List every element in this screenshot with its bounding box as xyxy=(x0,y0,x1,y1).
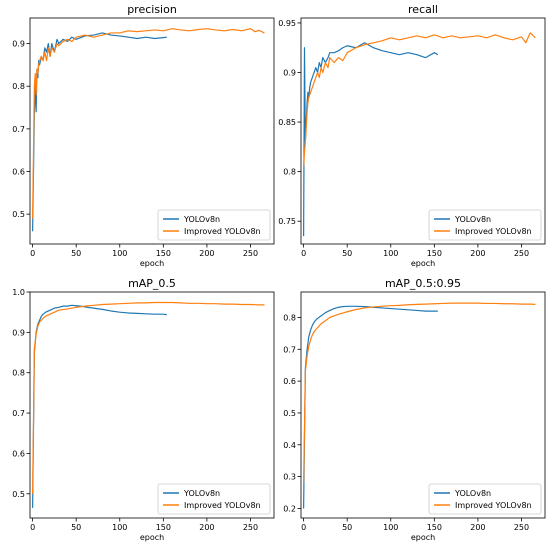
x-tick-label: 100 xyxy=(383,249,398,258)
legend-label: Improved YOLOv8n xyxy=(455,501,532,510)
legend-label: YOLOv8n xyxy=(183,489,220,498)
y-tick-label: 0.8 xyxy=(12,369,25,378)
y-tick-label: 0.6 xyxy=(12,449,25,458)
y-tick-label: 0.2 xyxy=(283,504,296,513)
plot-frame xyxy=(300,291,546,519)
x-tick-label: 100 xyxy=(112,523,127,532)
x-tick-label: 150 xyxy=(427,249,442,258)
legend: YOLOv8n Improved YOLOv8n xyxy=(428,209,542,241)
series-line-yolov8n xyxy=(303,42,439,237)
x-tick-label: 100 xyxy=(383,523,398,532)
x-tick-label: 200 xyxy=(470,249,485,258)
series-line-improved-yolov8n xyxy=(303,32,536,167)
legend: YOLOv8n Improved YOLOv8n xyxy=(428,483,542,515)
x-tick-label: 200 xyxy=(199,249,214,258)
y-tick-label: 0.4 xyxy=(283,441,296,450)
y-tick-label: 0.8 xyxy=(283,313,296,322)
x-tick-label: 250 xyxy=(514,249,529,258)
y-tick-label: 1.0 xyxy=(12,288,25,297)
legend-box xyxy=(428,209,542,241)
x-tick-label: 250 xyxy=(514,523,529,532)
plot-frame xyxy=(29,17,275,245)
y-tick-label: 0.5 xyxy=(12,490,25,499)
chart-title: mAP_0.5 xyxy=(128,277,176,290)
legend-box xyxy=(428,483,542,515)
x-tick-label: 50 xyxy=(342,249,352,258)
legend-label: Improved YOLOv8n xyxy=(455,227,532,236)
x-tick-label: 250 xyxy=(243,523,258,532)
chart-panel-3: mAP_0.5:0.95 0 50 100 150 200 250 0.2 0.3 0.4 0.5 0… xyxy=(283,277,546,542)
x-tick-label: 0 xyxy=(30,249,35,258)
y-tick-label: 0.95 xyxy=(278,19,296,28)
x-tick-label: 0 xyxy=(301,249,306,258)
y-tick-label: 0.9 xyxy=(283,69,296,78)
x-tick-label: 50 xyxy=(71,523,81,532)
x-tick-label: 50 xyxy=(342,523,352,532)
y-tick-label: 0.5 xyxy=(283,409,296,418)
y-tick-label: 0.8 xyxy=(12,82,25,91)
x-tick-label: 50 xyxy=(71,249,81,258)
legend-label: Improved YOLOv8n xyxy=(184,227,261,236)
chart-panel-0: precision 0 50 100 150 200 250 0.5 0.6 0.7 0.8 0.9 e… xyxy=(12,3,275,268)
x-axis-label: epoch xyxy=(140,533,164,542)
y-tick-label: 0.3 xyxy=(283,473,296,482)
x-tick-label: 200 xyxy=(470,523,485,532)
y-tick-label: 0.75 xyxy=(278,217,296,226)
legend-label: YOLOv8n xyxy=(454,215,491,224)
x-tick-label: 100 xyxy=(112,249,127,258)
x-tick-label: 0 xyxy=(30,523,35,532)
plot-frame xyxy=(29,291,275,519)
y-tick-label: 0.7 xyxy=(12,125,25,134)
y-tick-label: 0.7 xyxy=(283,345,296,354)
y-tick-label: 0.9 xyxy=(12,40,25,49)
series-line-yolov8n xyxy=(32,304,167,508)
chart-panel-1: recall 0 50 100 150 200 250 0.75 0.8 0.85 0.9 0.95 e… xyxy=(278,3,546,268)
series-line-improved-yolov8n xyxy=(32,301,265,494)
x-tick-label: 150 xyxy=(156,249,171,258)
y-tick-label: 0.6 xyxy=(283,377,296,386)
x-axis-label: epoch xyxy=(411,533,435,542)
chart-title: mAP_0.5:0.95 xyxy=(385,277,461,290)
legend: YOLOv8n Improved YOLOv8n xyxy=(157,483,271,515)
x-tick-label: 250 xyxy=(243,249,258,258)
y-tick-label: 0.85 xyxy=(278,118,296,127)
chart-title: precision xyxy=(127,3,177,16)
y-tick-label: 0.6 xyxy=(12,168,25,177)
y-tick-label: 0.7 xyxy=(12,409,25,418)
series-line-yolov8n xyxy=(303,305,438,509)
legend-box xyxy=(157,209,271,241)
x-axis-label: epoch xyxy=(140,259,164,268)
x-axis-label: epoch xyxy=(411,259,435,268)
series-line-improved-yolov8n xyxy=(303,302,536,483)
legend: YOLOv8n Improved YOLOv8n xyxy=(157,209,271,241)
y-tick-label: 0.8 xyxy=(283,168,296,177)
legend-label: YOLOv8n xyxy=(454,489,491,498)
x-tick-label: 150 xyxy=(427,523,442,532)
x-tick-label: 150 xyxy=(156,523,171,532)
x-tick-label: 200 xyxy=(199,523,214,532)
y-tick-label: 0.9 xyxy=(12,328,25,337)
series-line-improved-yolov8n xyxy=(32,28,265,219)
legend-label: YOLOv8n xyxy=(183,215,220,224)
y-tick-label: 0.5 xyxy=(12,210,25,219)
legend-label: Improved YOLOv8n xyxy=(184,501,261,510)
chart-panel-2: mAP_0.5 0 50 100 150 200 250 0.5 0.6 0.7 0.8 0.9 1.0… xyxy=(12,277,275,542)
x-tick-label: 0 xyxy=(301,523,306,532)
legend-box xyxy=(157,483,271,515)
plot-frame xyxy=(300,17,546,245)
chart-title: recall xyxy=(408,3,438,16)
